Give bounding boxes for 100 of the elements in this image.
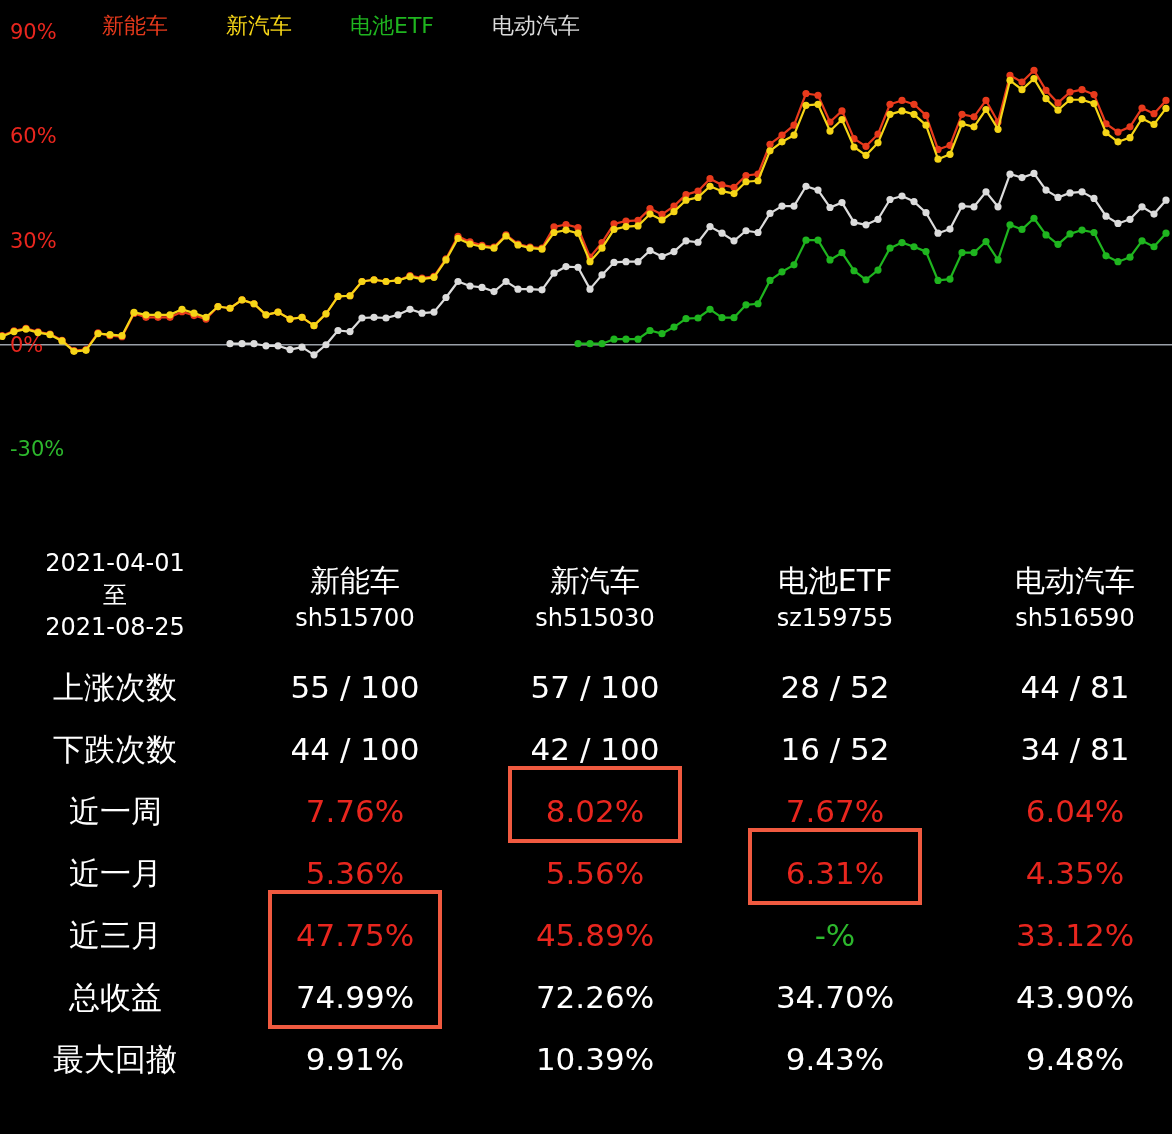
point xyxy=(1150,243,1158,251)
point xyxy=(646,326,654,335)
point xyxy=(1102,252,1110,260)
cell: 4.35% xyxy=(1025,855,1125,891)
cell: 9.48% xyxy=(1025,1041,1125,1077)
y-tick-label: 60% xyxy=(10,124,57,149)
row-label: 上涨次数 xyxy=(53,669,177,705)
row-label: 近一月 xyxy=(68,855,162,891)
point xyxy=(802,236,810,244)
row-label: 最大回撤 xyxy=(53,1041,177,1077)
point xyxy=(1018,225,1026,233)
point xyxy=(706,305,714,313)
point xyxy=(670,323,678,331)
cell: 6.31% xyxy=(785,855,885,891)
cell: 34.70% xyxy=(775,979,895,1015)
column-header: 电池ETF xyxy=(777,562,893,598)
point xyxy=(982,237,990,246)
point xyxy=(838,249,846,257)
cell: 44 / 100 xyxy=(290,731,420,767)
cell: 42 / 100 xyxy=(530,731,660,767)
point xyxy=(658,330,666,338)
y-tick-label: -30% xyxy=(10,437,65,461)
column-header: sh515700 xyxy=(295,604,415,632)
cell: 5.36% xyxy=(305,855,405,891)
point xyxy=(1162,229,1170,237)
cell: 43.90% xyxy=(1015,979,1135,1015)
point xyxy=(682,315,690,323)
point xyxy=(694,314,702,322)
point xyxy=(1126,253,1134,261)
point xyxy=(1054,240,1062,248)
point xyxy=(730,314,738,322)
cell: 44 / 81 xyxy=(1020,669,1130,705)
point xyxy=(1030,214,1038,222)
point xyxy=(754,300,762,308)
point xyxy=(718,314,726,322)
point xyxy=(826,256,834,264)
table-note: 2021-08-25 xyxy=(45,613,185,641)
table-note: 2021-04-01 xyxy=(45,549,185,577)
y-tick-label: 90% xyxy=(10,20,57,44)
cell: 5.56% xyxy=(545,855,645,891)
column-header: sh515030 xyxy=(535,604,655,632)
cell: 57 / 100 xyxy=(530,669,660,705)
point xyxy=(586,340,594,348)
point xyxy=(766,276,774,285)
cell: 45.89% xyxy=(535,917,655,953)
point xyxy=(922,248,930,256)
point xyxy=(1066,230,1074,238)
point xyxy=(934,276,942,285)
row-label: 总收益 xyxy=(68,979,162,1015)
cell: 74.99% xyxy=(295,979,415,1015)
cell: 34 / 81 xyxy=(1020,731,1130,767)
cell: 16 / 52 xyxy=(780,731,890,767)
cell: -% xyxy=(814,917,856,953)
point xyxy=(898,238,906,247)
point xyxy=(1078,226,1086,234)
point xyxy=(886,244,894,252)
cell: 8.02% xyxy=(545,793,645,829)
row-label: 近三月 xyxy=(68,917,162,953)
point xyxy=(850,267,858,275)
point xyxy=(1138,237,1146,245)
row-label: 近一周 xyxy=(68,793,162,829)
point xyxy=(778,268,786,276)
point xyxy=(862,276,870,284)
cell: 7.76% xyxy=(305,793,405,829)
column-header: 电动汽车 xyxy=(1015,562,1135,598)
column-header: sz159755 xyxy=(776,604,894,632)
point xyxy=(814,236,822,244)
point xyxy=(1114,258,1122,266)
cell: 10.39% xyxy=(535,1041,655,1077)
point xyxy=(622,335,630,343)
point xyxy=(1042,231,1050,239)
cell: 72.26% xyxy=(535,979,655,1015)
cell: 9.91% xyxy=(305,1041,405,1077)
column-header: 新汽车 xyxy=(550,562,640,598)
point xyxy=(634,335,642,343)
cell: 28 / 52 xyxy=(780,669,890,705)
point xyxy=(994,256,1002,264)
cell: 47.75% xyxy=(295,917,415,953)
y-tick-label: 30% xyxy=(10,228,57,253)
point xyxy=(742,301,750,309)
point xyxy=(610,335,618,343)
cell: 7.67% xyxy=(785,793,885,829)
point xyxy=(970,249,978,257)
row-label: 下跌次数 xyxy=(53,731,177,767)
cell: 33.12% xyxy=(1015,917,1135,953)
cell: 55 / 100 xyxy=(290,669,420,705)
point xyxy=(598,340,606,348)
point xyxy=(958,249,966,257)
table-note: 至 xyxy=(103,581,127,609)
point xyxy=(574,340,582,348)
point xyxy=(1090,228,1098,237)
cell: 6.04% xyxy=(1025,793,1125,829)
point xyxy=(946,275,954,283)
point xyxy=(790,261,798,269)
cell: 9.43% xyxy=(785,1041,885,1077)
column-header: 新能车 xyxy=(310,562,400,598)
legend: 新能车 新汽车 电池ETF 电动汽车 xyxy=(102,12,580,38)
column-header: sh516590 xyxy=(1015,604,1135,632)
point xyxy=(874,266,882,274)
point xyxy=(910,243,918,251)
